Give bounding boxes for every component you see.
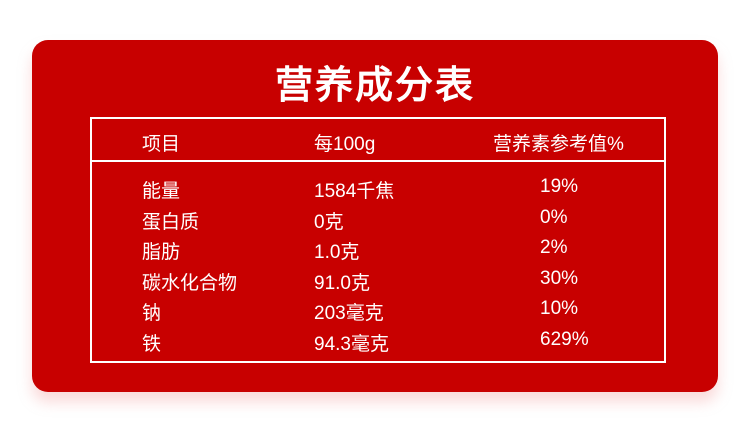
nutrition-card: 营养成分表 项目 每100g 营养素参考值% 能量 1584千焦 19% 蛋白质 0克 0… [32,40,718,392]
cell-per100g: 203毫克 [314,303,384,324]
cell-nrv: 30% [540,267,579,289]
table-row: 铁 94.3毫克 629% [92,329,664,359]
cell-nrv: 10% [540,298,579,319]
cell-item: 钠 [142,303,162,324]
cell-per100g: 0克 [314,211,344,233]
cell-item: 能量 [142,181,181,202]
table-row: 钠 203毫克 10% [92,298,664,328]
cell-per100g: 1584千焦 [314,181,395,202]
cell-nrv: 0% [540,206,568,228]
nutrition-title: 营养成分表 [274,65,475,107]
cell-per100g: 1.0克 [314,242,360,263]
header-per100g: 每100g [314,134,376,155]
header-item: 项目 [142,134,181,155]
cell-nrv: 629% [540,328,589,350]
table-row: 能量 1584千焦 19% [92,176,664,206]
cell-nrv: 2% [540,237,568,258]
cell-item: 碳水化合物 [142,272,238,294]
cell-per100g: 91.0克 [314,272,370,294]
nutrition-table: 项目 每100g 营养素参考值% 能量 1584千焦 19% 蛋白质 0克 0% 脂肪 1.0… [90,117,666,363]
cell-item: 脂肪 [142,242,181,263]
cell-per100g: 94.3毫克 [314,333,389,355]
cell-item: 铁 [142,333,162,355]
table-header: 项目 每100g 营养素参考值% [92,119,664,162]
header-nrv: 营养素参考值% [493,134,624,155]
table-row: 蛋白质 0克 0% [92,207,664,237]
table-row: 碳水化合物 91.0克 30% [92,268,664,298]
cell-nrv: 19% [540,176,579,197]
cell-item: 蛋白质 [142,211,200,233]
table-row: 脂肪 1.0克 2% [92,237,664,267]
